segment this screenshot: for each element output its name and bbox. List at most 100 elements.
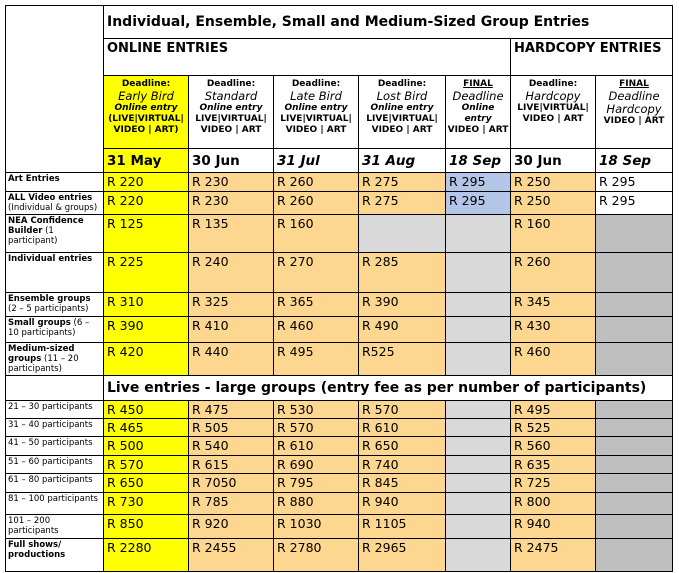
fee-cell: R 430 [510, 316, 596, 343]
fee-cell: R 500 [103, 436, 189, 456]
fee-cell: R 475 [188, 400, 274, 419]
table-row: Deadline: Early Bird Online entry (LIVE|VIR… [6, 75, 674, 149]
empty-cell [594, 514, 674, 539]
fee-cell: R 635 [510, 455, 596, 474]
fee-cell: R 880 [273, 492, 359, 515]
row-name: 21 – 30 participants [8, 402, 93, 412]
empty-cell [445, 455, 511, 474]
row-label: 31 – 40 participants [5, 418, 104, 437]
fee-cell: R 845 [358, 473, 446, 493]
entry-formats: LIVE|VIRTUAL| VIDEO | ART [280, 114, 352, 135]
deadline-date: 31 Jul [273, 148, 359, 173]
row-label: Individual entries [5, 252, 104, 293]
fee-cell: R 270 [273, 252, 359, 293]
fee-cell: R 570 [273, 418, 359, 437]
fee-cell: R 730 [103, 492, 189, 515]
entry-formats: LIVE|VIRTUAL| VIDEO | ART [517, 103, 589, 124]
fee-cell: R 390 [103, 316, 189, 343]
fee-cell: R 940 [358, 492, 446, 515]
fee-cell: R 220 [103, 191, 189, 215]
row-name: 51 – 60 participants [8, 457, 93, 467]
fee-cell: R 570 [103, 455, 189, 474]
row-label [5, 375, 104, 401]
table-row: 61 – 80 participants R 650 R 7050 R 795 R 84… [5, 473, 674, 493]
table-row: 41 – 50 participants R 500 R 540 R 610 R 650… [5, 436, 674, 456]
column-header: FINAL Deadline Hardcopy VIDEO | ART [594, 75, 674, 149]
fee-cell: R 610 [358, 418, 446, 437]
table-row: Art Entries R 220 R 230 R 260 R 275 R 295 R 25… [5, 172, 674, 192]
empty-cell [594, 538, 674, 572]
empty-cell [445, 252, 511, 293]
fee-cell: R 785 [188, 492, 274, 515]
fee-cell: R 460 [273, 316, 359, 343]
fee-cell: R 2965 [358, 538, 446, 572]
row-label: 51 – 60 participants [5, 455, 104, 474]
table-body: Individual, Ensemble, Small and Medium-S… [5, 5, 674, 572]
empty-cell [594, 418, 674, 437]
deadline-label: Deadline: [377, 79, 427, 89]
fee-cell: R 505 [188, 418, 274, 437]
empty-cell [594, 455, 674, 474]
empty-cell [594, 252, 674, 293]
fee-cell: R 420 [103, 342, 189, 376]
table-title: Individual, Ensemble, Small and Medium-S… [102, 5, 674, 39]
row-label: 41 – 50 participants [5, 436, 104, 456]
fee-cell: R 275 [358, 172, 446, 192]
fee-cell: R 725 [510, 473, 596, 493]
section-heading: ONLINE ENTRIES [103, 38, 511, 76]
fee-cell: R 690 [273, 455, 359, 474]
row-note: (2 – 5 participants) [8, 304, 89, 314]
fee-cell: R 920 [188, 514, 274, 539]
row-label: 21 – 30 participants [5, 400, 104, 419]
empty-cell [445, 316, 511, 343]
row-note: (1 participant) [8, 226, 58, 246]
deadline-date: 18 Sep [594, 148, 674, 173]
row-label: Full shows/ productions [5, 538, 104, 572]
row-name: Full shows/ productions [8, 540, 66, 560]
deadline-date: 31 Aug [358, 148, 446, 173]
fee-cell: R 495 [273, 342, 359, 376]
fee-cell: R 465 [103, 418, 189, 437]
table-row: Full shows/ productions R 2280 R 2455 R 278… [5, 538, 674, 572]
column-header: FINAL Deadline Online entry VIDEO | ART [445, 75, 511, 149]
empty-cell [445, 214, 511, 253]
live-heading: Live entries - large groups (entry fee a… [102, 375, 674, 401]
column-header: Deadline: Standard Online entry LIVE|VIRTUA… [188, 75, 274, 149]
fee-cell: R525 [358, 342, 446, 376]
fee-cell: R 2780 [273, 538, 359, 572]
empty-cell [594, 316, 674, 343]
empty-cell [445, 473, 511, 493]
deadline-label: FINAL [463, 79, 493, 89]
empty-cell [445, 436, 511, 456]
fee-cell: R 220 [103, 172, 189, 192]
fee-cell: R 940 [510, 514, 596, 539]
row-label: Ensemble groups (2 – 5 participants) [5, 292, 104, 317]
fee-cell: R 615 [188, 455, 274, 474]
empty-cell [594, 492, 674, 515]
entry-formats: VIDEO | ART [447, 125, 509, 135]
deadline-date: 30 Jun [510, 148, 596, 173]
fee-cell: R 125 [103, 214, 189, 253]
row-label: 101 – 200 participants [5, 514, 104, 539]
row-label: Medium-sized groups (11 – 20 participant… [5, 342, 104, 376]
table-row: Individual entries R 225 R 240 R 270 R 285 R … [5, 252, 674, 293]
deadline-date: 30 Jun [188, 148, 274, 173]
table-row: 31 – 40 participants R 465 R 505 R 570 R 610… [5, 418, 674, 437]
fee-cell: R 160 [510, 214, 596, 253]
deadline-label: Deadline: [291, 79, 341, 89]
fee-cell: R 570 [358, 400, 446, 419]
fee-cell: R 230 [188, 191, 274, 215]
fee-cell: R 800 [510, 492, 596, 515]
fee-cell: R 850 [103, 514, 189, 539]
deadline-label: FINAL [619, 79, 649, 89]
fee-cell: R 285 [358, 252, 446, 293]
row-label: ALL Video entries (Individual & groups) [5, 191, 104, 215]
fee-cell: R 260 [273, 191, 359, 215]
entry-formats: LIVE|VIRTUAL| VIDEO | ART [366, 114, 438, 135]
fee-cell: R 450 [103, 400, 189, 419]
row-note: (Individual & groups) [8, 203, 98, 213]
row-note: (11 – 20 participants) [8, 354, 79, 374]
fee-cell: R 295 [445, 191, 511, 215]
fee-cell: R 295 [594, 191, 674, 215]
fee-cell: R 260 [273, 172, 359, 192]
